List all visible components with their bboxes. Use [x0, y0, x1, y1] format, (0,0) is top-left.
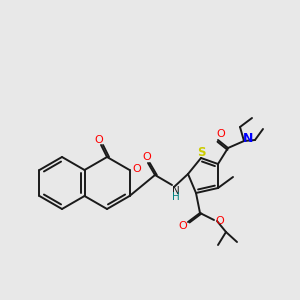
- Text: O: O: [178, 221, 188, 231]
- Text: O: O: [216, 216, 224, 226]
- Text: N: N: [243, 133, 253, 146]
- Text: O: O: [132, 164, 141, 174]
- Text: O: O: [217, 129, 225, 139]
- Text: O: O: [95, 135, 103, 145]
- Text: N: N: [172, 186, 180, 196]
- Text: H: H: [172, 192, 180, 202]
- Text: O: O: [142, 152, 152, 162]
- Text: S: S: [197, 146, 205, 160]
